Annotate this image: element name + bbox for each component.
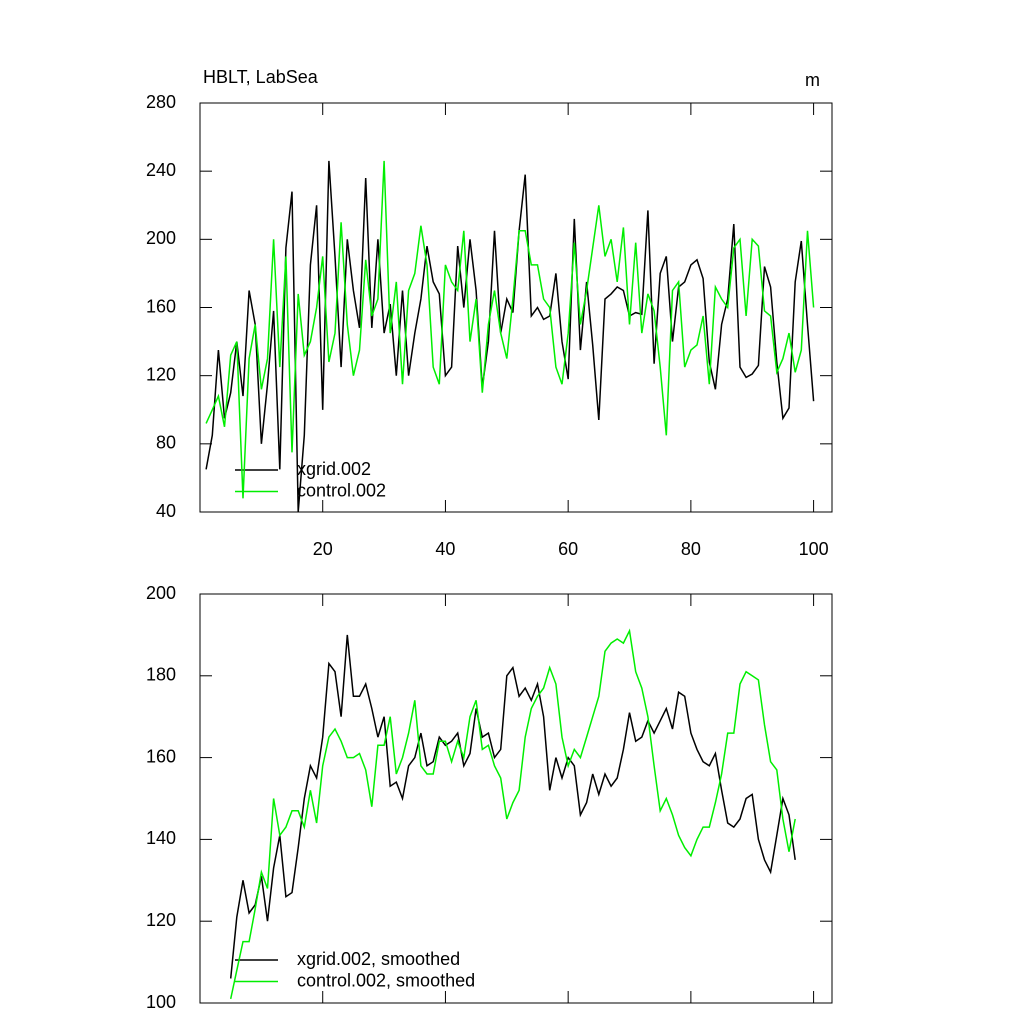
- line-series: [229, 628, 796, 1000]
- y-tick-label: 100: [146, 992, 176, 1012]
- y-units: m: [805, 70, 820, 90]
- legend-label: xgrid.002, smoothed: [297, 949, 460, 969]
- y-tick-label: 80: [156, 433, 176, 453]
- y-tick-label: 140: [146, 828, 176, 848]
- x-tick-label: 80: [681, 539, 701, 559]
- line-series: [205, 160, 815, 499]
- x-tick-label: 40: [435, 539, 455, 559]
- y-tick-label: 180: [146, 665, 176, 685]
- x-tick-label: 20: [313, 539, 333, 559]
- legend-label: control.002, smoothed: [297, 970, 475, 990]
- y-tick-label: 120: [146, 364, 176, 384]
- legend-label: xgrid.002: [297, 459, 371, 479]
- line-series: [229, 634, 796, 979]
- y-tick-label: 280: [146, 92, 176, 112]
- plot-frame: [199, 593, 833, 1004]
- y-tick-label: 160: [146, 296, 176, 316]
- chart-title: HBLT, LabSea: [203, 67, 319, 87]
- x-tick-label: 60: [558, 539, 578, 559]
- y-tick-label: 200: [146, 583, 176, 603]
- y-tick-label: 120: [146, 910, 176, 930]
- y-tick-label: 160: [146, 746, 176, 766]
- legend-label: control.002: [297, 480, 386, 500]
- y-tick-label: 40: [156, 501, 176, 521]
- x-tick-label: 100: [799, 539, 829, 559]
- y-tick-label: 240: [146, 160, 176, 180]
- y-tick-label: 200: [146, 228, 176, 248]
